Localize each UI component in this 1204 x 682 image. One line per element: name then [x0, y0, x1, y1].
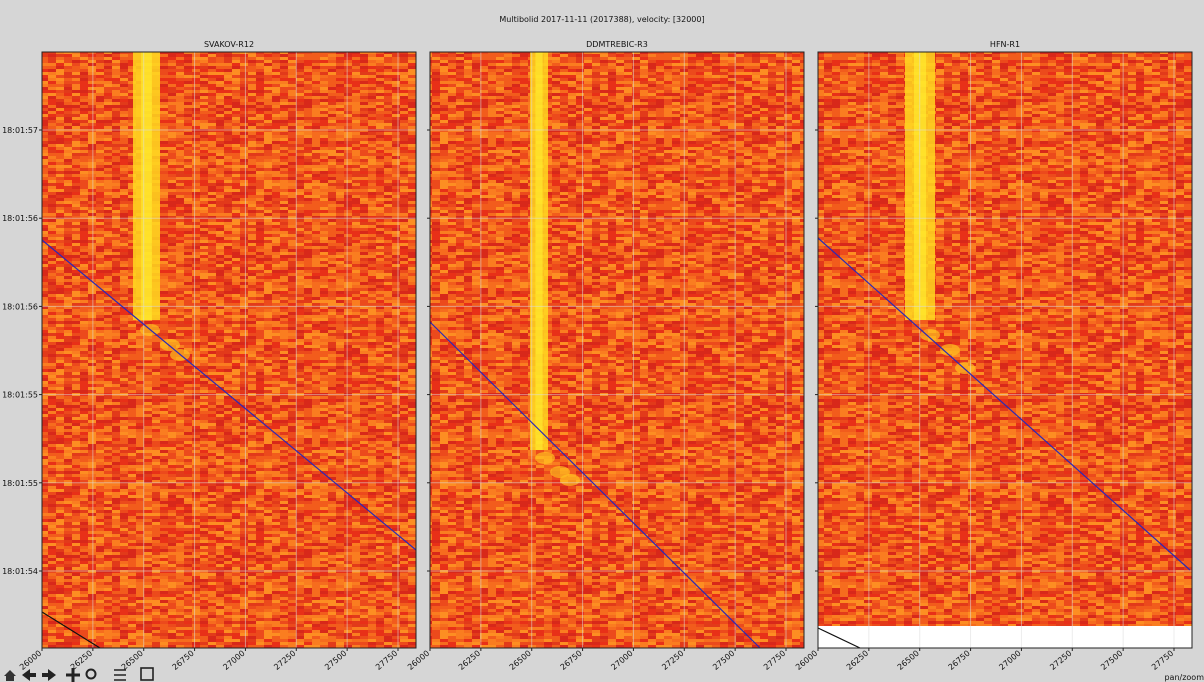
figure-title: Multibolid 2017-11-11 (2017388), velocit… — [499, 15, 704, 24]
subplot-title: HFN-R1 — [990, 40, 1020, 49]
heatmap — [430, 52, 804, 648]
figure: Multibolid 2017-11-11 (2017388), velocit… — [0, 0, 1204, 682]
signal-tail — [955, 362, 975, 374]
y-tick-label: 18:01:57 — [2, 126, 38, 135]
heatmap — [818, 52, 1192, 648]
signal-tail — [920, 329, 940, 341]
y-tick-label: 18:01:55 — [2, 391, 38, 400]
y-tick-label: 18:01:54 — [2, 567, 38, 576]
y-tick-label: 18:01:55 — [2, 479, 38, 488]
subplot-title: DDMTREBIC-R3 — [586, 40, 648, 49]
signal-tail — [560, 474, 580, 486]
page: {"window":{"title":"Multibolid 2017-11-1… — [0, 0, 1204, 682]
subplot-title: SVAKOV-R12 — [204, 40, 254, 49]
signal-tail — [535, 452, 555, 464]
signal-core — [141, 52, 152, 320]
status-text: pan/zoom — [1164, 673, 1204, 682]
empty-region — [818, 626, 1192, 648]
y-tick-label: 18:01:56 — [2, 302, 38, 311]
signal-core — [535, 52, 542, 450]
heatmap — [42, 52, 416, 648]
y-tick-label: 18:01:56 — [2, 214, 38, 223]
